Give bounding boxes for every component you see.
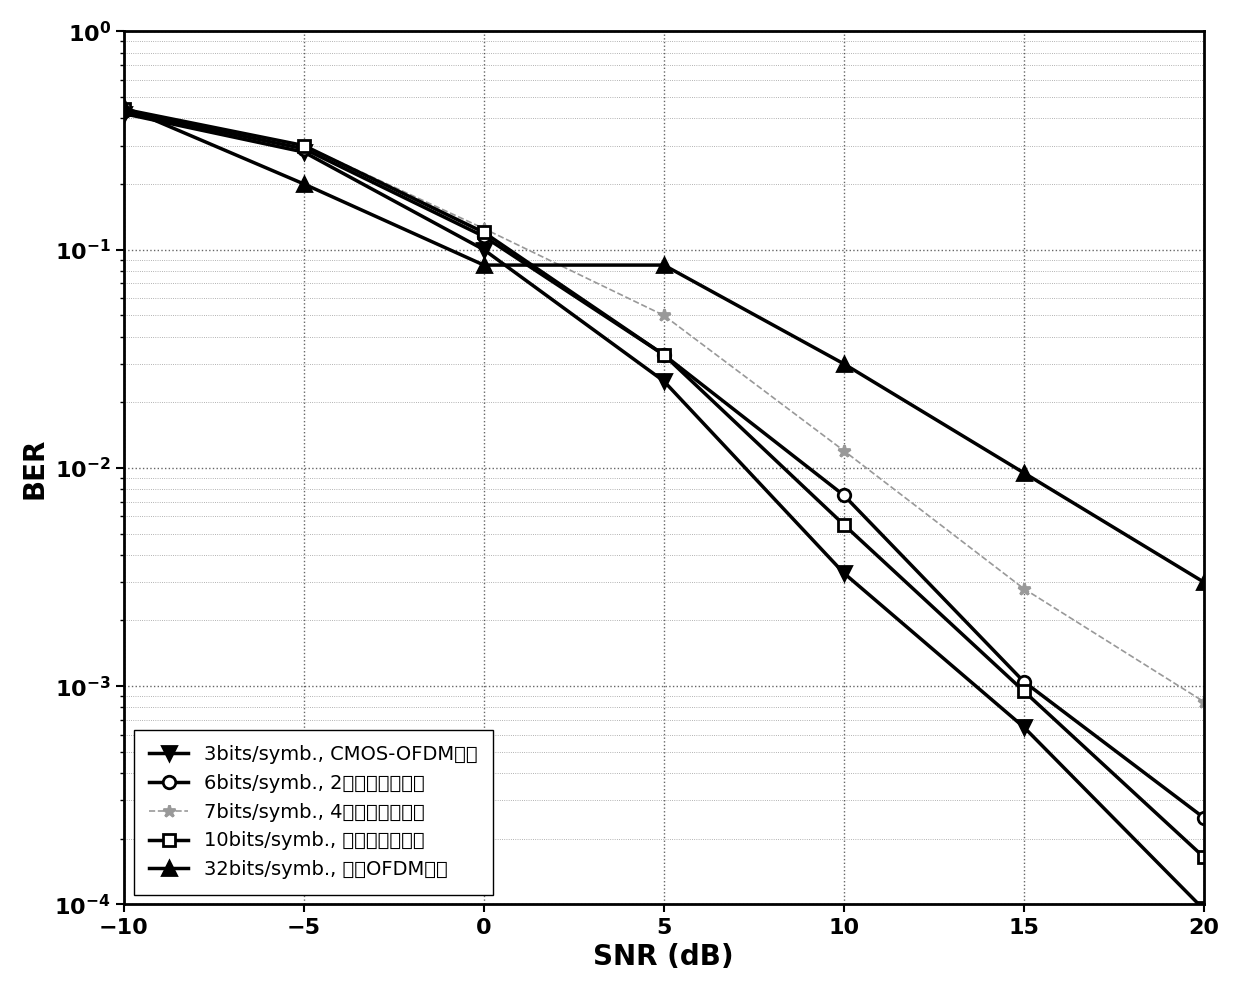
Line: 10bits/symb., 本发明专利方法: 10bits/symb., 本发明专利方法 <box>118 103 1210 863</box>
3bits/symb., CMOS-OFDM方法 <box>1197 904 1211 916</box>
7bits/symb., 4个序列子集方法 <box>1017 582 1032 594</box>
3bits/symb., CMOS-OFDM方法 <box>656 375 671 387</box>
7bits/symb., 4个序列子集方法 <box>656 310 671 321</box>
Y-axis label: BER: BER <box>21 437 48 499</box>
7bits/symb., 4个序列子集方法 <box>117 103 131 115</box>
3bits/symb., CMOS-OFDM方法 <box>296 146 311 158</box>
Line: 32bits/symb., 传统OFDM方法: 32bits/symb., 传统OFDM方法 <box>117 100 1210 589</box>
3bits/symb., CMOS-OFDM方法 <box>476 244 491 256</box>
32bits/symb., 传统OFDM方法 <box>476 259 491 271</box>
7bits/symb., 4个序列子集方法 <box>296 140 311 152</box>
7bits/symb., 4个序列子集方法 <box>1197 695 1211 707</box>
6bits/symb., 2个序列子集方法 <box>1017 676 1032 687</box>
3bits/symb., CMOS-OFDM方法 <box>117 108 131 120</box>
7bits/symb., 4个序列子集方法 <box>476 222 491 234</box>
10bits/symb., 本发明专利方法 <box>476 226 491 238</box>
10bits/symb., 本发明专利方法 <box>117 103 131 115</box>
3bits/symb., CMOS-OFDM方法 <box>836 567 851 579</box>
32bits/symb., 传统OFDM方法 <box>836 358 851 370</box>
7bits/symb., 4个序列子集方法 <box>836 444 851 456</box>
6bits/symb., 2个序列子集方法 <box>836 489 851 501</box>
32bits/symb., 传统OFDM方法 <box>656 259 671 271</box>
3bits/symb., CMOS-OFDM方法 <box>1017 721 1032 733</box>
6bits/symb., 2个序列子集方法 <box>476 230 491 242</box>
6bits/symb., 2个序列子集方法 <box>1197 811 1211 823</box>
X-axis label: SNR (dB): SNR (dB) <box>594 943 734 971</box>
Line: 3bits/symb., CMOS-OFDM方法: 3bits/symb., CMOS-OFDM方法 <box>117 107 1210 917</box>
10bits/symb., 本发明专利方法 <box>656 349 671 361</box>
32bits/symb., 传统OFDM方法 <box>296 178 311 189</box>
6bits/symb., 2个序列子集方法 <box>117 105 131 117</box>
10bits/symb., 本发明专利方法 <box>1017 685 1032 697</box>
Line: 6bits/symb., 2个序列子集方法: 6bits/symb., 2个序列子集方法 <box>118 105 1210 823</box>
6bits/symb., 2个序列子集方法 <box>656 349 671 361</box>
10bits/symb., 本发明专利方法 <box>836 519 851 531</box>
Legend: 3bits/symb., CMOS-OFDM方法, 6bits/symb., 2个序列子集方法, 7bits/symb., 4个序列子集方法, 10bits/s: 3bits/symb., CMOS-OFDM方法, 6bits/symb., 2… <box>134 730 492 895</box>
10bits/symb., 本发明专利方法 <box>1197 851 1211 863</box>
32bits/symb., 传统OFDM方法 <box>117 101 131 113</box>
32bits/symb., 传统OFDM方法 <box>1197 576 1211 588</box>
6bits/symb., 2个序列子集方法 <box>296 143 311 155</box>
Line: 7bits/symb., 4个序列子集方法: 7bits/symb., 4个序列子集方法 <box>118 103 1210 708</box>
10bits/symb., 本发明专利方法 <box>296 140 311 152</box>
32bits/symb., 传统OFDM方法 <box>1017 467 1032 479</box>
